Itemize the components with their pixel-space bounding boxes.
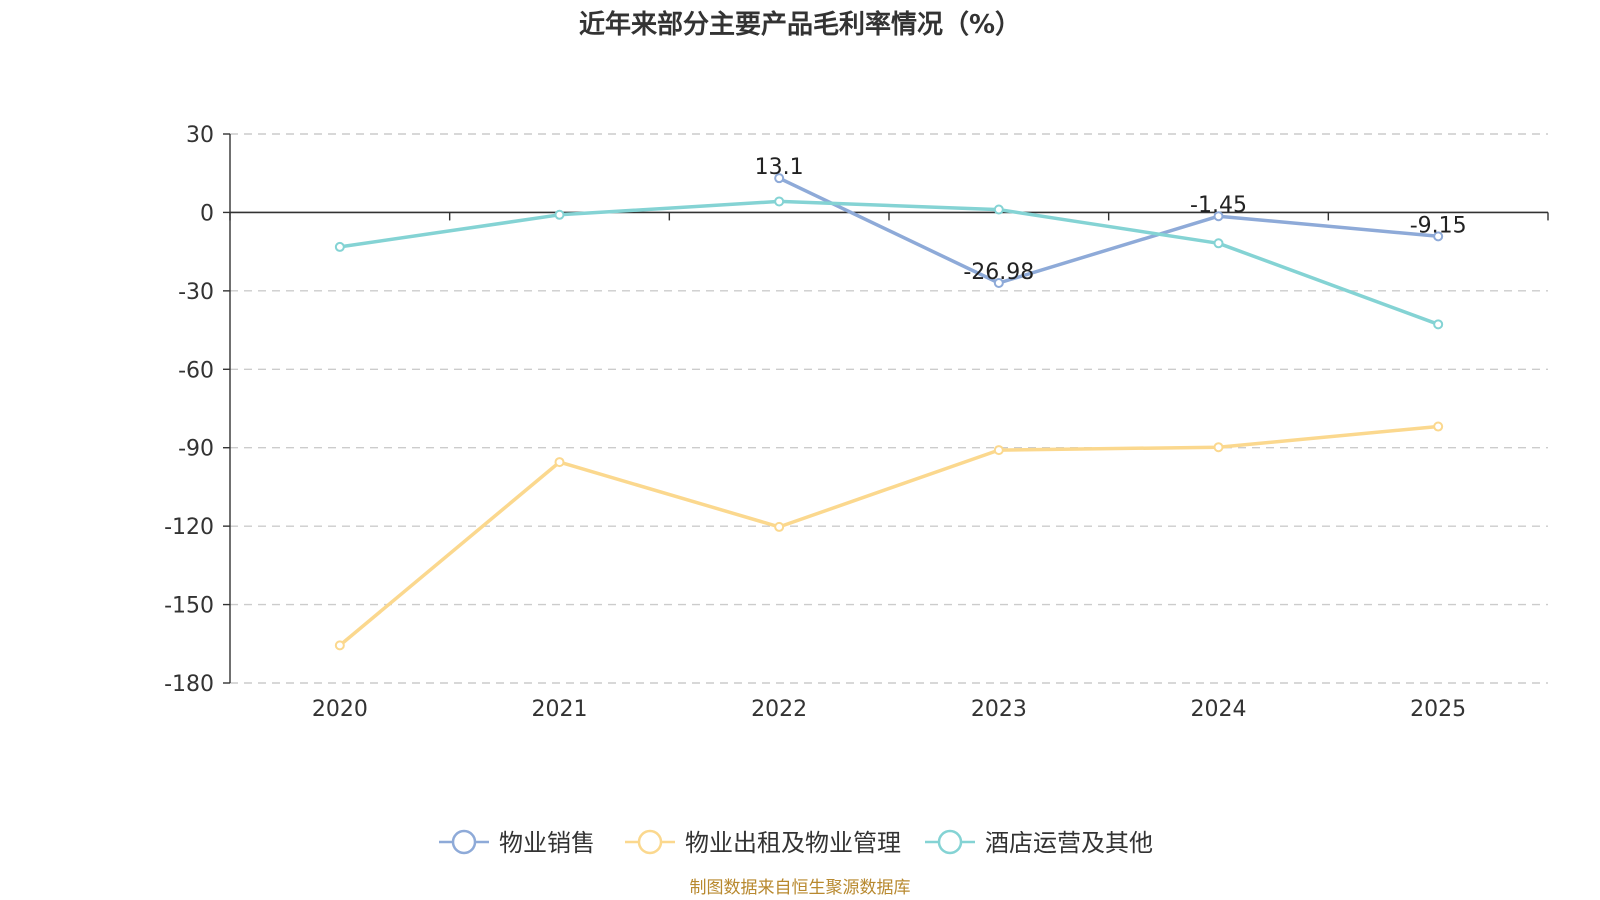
y-tick-label: -60 [178, 358, 214, 383]
x-tick-label: 2024 [1191, 697, 1247, 722]
legend-marker-icon [451, 829, 477, 855]
data-point [993, 445, 1004, 456]
data-label: 13.1 [755, 155, 804, 180]
legend[interactable]: 物业销售 物业出租及物业管理 酒店运营及其他 [439, 829, 1153, 857]
legend-item-1[interactable]: 物业出租及物业管理 [625, 829, 901, 857]
data-point [554, 457, 565, 468]
data-point [1433, 319, 1444, 330]
data-point [1433, 421, 1444, 432]
y-tick-label: -180 [164, 672, 214, 697]
legend-marker-icon [937, 829, 963, 855]
data-point [1213, 442, 1224, 453]
data-point [993, 204, 1004, 215]
data-point [774, 173, 785, 184]
series-0 [774, 173, 1444, 288]
grid-lines [230, 133, 1548, 684]
data-labels: 13.1 -26.98 -1.45 -9.15 [755, 155, 1467, 285]
data-point [554, 209, 565, 220]
y-tick-label: 30 [186, 123, 214, 148]
x-tick-label: 2020 [312, 697, 368, 722]
legend-item-0[interactable]: 物业销售 [439, 829, 595, 857]
chart-title: 近年来部分主要产品毛利率情况（%） [579, 9, 1021, 40]
data-point [1213, 211, 1224, 222]
y-tick-label: -120 [164, 515, 214, 540]
legend-item-2[interactable]: 酒店运营及其他 [925, 829, 1153, 857]
y-tick-label: -90 [178, 437, 214, 462]
legend-marker-icon [637, 829, 663, 855]
y-tick-label: -150 [164, 594, 214, 619]
series-2 [334, 196, 1444, 330]
data-point [334, 241, 345, 252]
legend-label: 物业出租及物业管理 [685, 829, 901, 857]
source-note: 制图数据来自恒生聚源数据库 [690, 878, 911, 898]
x-tick-label: 2025 [1410, 697, 1466, 722]
data-point [334, 640, 345, 651]
data-label: -1.45 [1190, 193, 1247, 218]
x-tick-label: 2021 [532, 697, 588, 722]
data-label: -9.15 [1410, 213, 1467, 238]
data-point [774, 521, 785, 532]
data-point [774, 196, 785, 207]
data-point [1433, 231, 1444, 242]
series-lines [334, 173, 1444, 651]
series-line [338, 424, 1440, 648]
series-line [338, 199, 1440, 327]
x-tick-label: 2022 [751, 697, 807, 722]
data-point [993, 277, 1004, 288]
series-1 [334, 421, 1444, 651]
axes: 30 0 -30 -60 -90 -120 -150 -180 2020 2021 2022 2023… [164, 123, 1549, 722]
data-point [1213, 238, 1224, 249]
data-label: -26.98 [963, 260, 1034, 285]
y-tick-label: -30 [178, 280, 214, 305]
y-tick-label: 0 [200, 201, 214, 226]
legend-label: 酒店运营及其他 [985, 829, 1153, 857]
legend-label: 物业销售 [499, 829, 595, 857]
x-tick-label: 2023 [971, 697, 1027, 722]
series-line [777, 176, 1440, 285]
